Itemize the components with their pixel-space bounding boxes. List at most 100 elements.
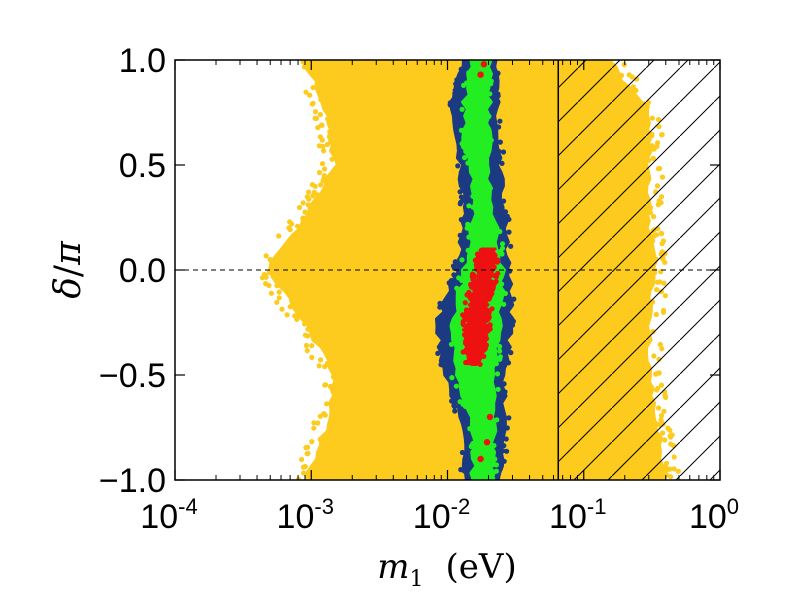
series-yellow-point (263, 253, 269, 259)
series-yellow-point (302, 209, 308, 215)
series-green-point (466, 234, 472, 240)
series-navy-point (496, 148, 502, 154)
series-yellow-point (310, 85, 316, 91)
series-navy-point (497, 139, 503, 145)
series-navy-point (503, 436, 509, 442)
y-tick-label: 0.5 (119, 147, 166, 185)
series-red-point (462, 332, 468, 338)
series-yellow-point (324, 361, 330, 368)
series-yellow-point (274, 299, 280, 305)
series-yellow-point (312, 109, 319, 115)
series-green-point (459, 106, 465, 112)
series-green-point (453, 383, 459, 389)
series-green-point (488, 78, 494, 84)
series-navy-point (508, 243, 514, 249)
x-tick-label: 10-1 (549, 494, 606, 536)
series-red-point (470, 276, 476, 282)
series-yellow-point (329, 368, 336, 374)
series-yellow-point (318, 357, 324, 363)
series-navy-point (452, 408, 458, 414)
series-yellow-point (302, 321, 308, 327)
series-green-point (491, 442, 497, 449)
series-yellow-point (321, 411, 327, 417)
series-red-point (480, 60, 488, 68)
series-yellow-point (306, 196, 312, 202)
series-red-point (483, 439, 491, 446)
series-red-point (474, 262, 480, 268)
series-navy-point (435, 350, 441, 356)
series-green-point (459, 257, 465, 263)
series-red-point (495, 270, 501, 276)
series-red-point (480, 353, 486, 359)
series-yellow-point (316, 169, 323, 176)
series-navy-point (506, 229, 512, 235)
series-navy-point (457, 232, 463, 238)
x-tick-label: 10-4 (140, 494, 197, 536)
series-navy-point (449, 398, 455, 404)
series-yellow-point (268, 290, 274, 296)
series-green-point (465, 221, 471, 227)
series-red-point (492, 252, 498, 258)
series-yellow-point (309, 182, 315, 188)
series-yellow-point (296, 204, 303, 211)
series-green-point (497, 356, 503, 362)
series-yellow-point (309, 354, 315, 360)
series-yellow-point (295, 223, 301, 229)
series-red-point (486, 413, 494, 421)
series-navy-point (506, 415, 512, 421)
series-green-point (461, 399, 467, 405)
series-green-point (448, 341, 455, 347)
series-navy-point (511, 296, 517, 302)
series-green-point (486, 139, 492, 145)
series-red-point (474, 266, 480, 272)
series-yellow-point (315, 420, 321, 426)
y-tick-label: 0.0 (119, 252, 166, 290)
series-yellow-point (327, 129, 333, 135)
series-green-point (458, 127, 464, 133)
series-red-point (460, 321, 466, 327)
series-red-point (475, 255, 481, 261)
series-navy-point (501, 443, 507, 449)
series-navy-point (458, 170, 464, 176)
series-yellow-point (303, 342, 309, 349)
series-yellow-point (309, 439, 315, 445)
series-red-point (463, 307, 470, 313)
series-navy-point (502, 209, 509, 215)
series-red-point (490, 284, 496, 290)
series-green-point (465, 160, 471, 166)
y-axis-label: δ/π (48, 240, 89, 299)
series-green-point (497, 343, 503, 350)
series-yellow-point (319, 161, 326, 167)
series-green-point (468, 443, 474, 449)
series-yellow-point (318, 122, 324, 128)
series-red-point (460, 312, 466, 318)
series-green-point (466, 70, 472, 76)
series-yellow-point (316, 143, 322, 149)
series-red-point (484, 325, 490, 331)
y-tick-label: 1.0 (119, 42, 166, 80)
series-navy-point (459, 449, 465, 456)
tick-layer: 10-4 10-3 10-2 10-1 100 1.0 0.5 0.0 −0.5 −1.0 (99, 42, 739, 536)
series-green-point (489, 470, 495, 476)
series-red (460, 60, 501, 463)
x-tick-label: 10-3 (277, 494, 334, 536)
series-yellow-point (315, 192, 321, 198)
series-green-point (466, 203, 472, 209)
series-green-point (457, 399, 463, 405)
series-red-point (466, 289, 472, 295)
series-yellow-point (287, 219, 293, 225)
series-yellow-point (305, 202, 311, 208)
series-yellow-point (311, 420, 317, 426)
series-navy-point (507, 268, 513, 274)
series-green-scatter (448, 70, 508, 480)
series-red-point (465, 359, 471, 366)
series-red-point (487, 322, 493, 328)
series-green-point (467, 426, 473, 432)
series-green-point (454, 285, 460, 291)
series-green-point (494, 371, 501, 377)
series-navy-point (458, 217, 464, 223)
series-green-point (493, 468, 499, 474)
series-navy-point (501, 381, 507, 387)
series-yellow-point (309, 343, 315, 349)
series-green-point (459, 141, 465, 147)
